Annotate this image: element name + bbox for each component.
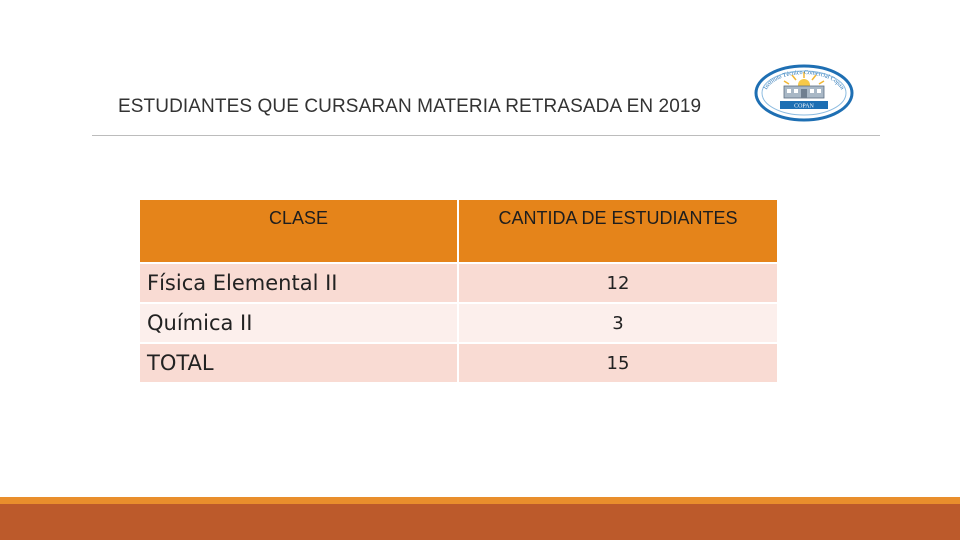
school-logo: COPAN Instituto Técnico Comercial Copan: [754, 64, 854, 122]
cell-cantidad: 12: [457, 262, 779, 304]
header-cantidad: CANTIDA DE ESTUDIANTES: [457, 198, 779, 264]
title-divider: [92, 135, 880, 136]
table-row: Química II 3: [138, 302, 779, 344]
footer-bar: [0, 504, 960, 540]
students-table: CLASE CANTIDA DE ESTUDIANTES Física Elem…: [138, 198, 779, 384]
cell-cantidad: 15: [457, 342, 779, 384]
cell-clase: Química II: [138, 302, 459, 344]
logo-banner-text: COPAN: [794, 104, 814, 110]
table-row: TOTAL 15: [138, 342, 779, 384]
cell-cantidad: 3: [457, 302, 779, 344]
cell-clase: Física Elemental II: [138, 262, 459, 304]
cell-clase: TOTAL: [138, 342, 459, 384]
accent-bar: [0, 497, 960, 504]
table-row: Física Elemental II 12: [138, 262, 779, 304]
school-logo-icon: COPAN Instituto Técnico Comercial Copan: [754, 64, 854, 122]
table-header-row: CLASE CANTIDA DE ESTUDIANTES: [138, 198, 779, 264]
slide-title: ESTUDIANTES QUE CURSARAN MATERIA RETRASA…: [118, 96, 702, 117]
header-clase: CLASE: [138, 198, 459, 264]
